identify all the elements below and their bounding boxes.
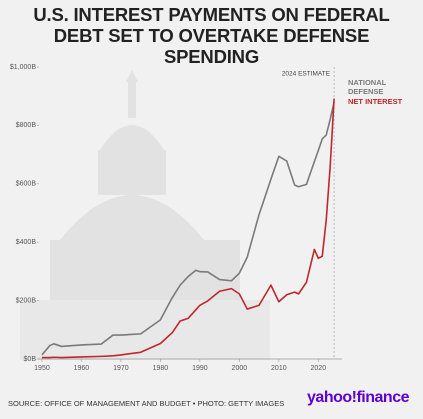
- x-tick-label: 1960: [74, 365, 90, 372]
- background-dome: [20, 70, 270, 360]
- y-tick-label: $400B: [16, 239, 37, 246]
- x-tick-label: 2000: [232, 365, 248, 372]
- legend-label: NATIONAL DEFENSE: [348, 78, 387, 96]
- line-series: [41, 101, 335, 356]
- line-series: [41, 98, 335, 359]
- logo: yahoo!finance: [307, 389, 409, 406]
- x-tick-label: 1980: [153, 365, 169, 372]
- y-tick-label: $0B: [24, 356, 37, 363]
- x-tick-label: 1970: [113, 365, 129, 372]
- y-tick-label: $1,000B: [10, 64, 36, 71]
- source: SOURCE: OFFICE OF MANAGEMENT AND BUDGET …: [8, 399, 285, 408]
- y-tick-label: $600B: [16, 181, 37, 188]
- y-tick-label: $800B: [16, 122, 37, 129]
- y-tick-label: $200B: [16, 297, 37, 304]
- annotation: 2024 ESTIMATE: [282, 71, 331, 78]
- legend-label: NET INTEREST: [348, 97, 403, 106]
- x-tick-label: 1950: [34, 365, 50, 372]
- chart-title: U.S. INTEREST PAYMENTS ON FEDERAL DEBT S…: [33, 4, 390, 67]
- x-tick-label: 2010: [271, 365, 287, 372]
- x-tick-label: 1990: [192, 365, 208, 372]
- x-tick-label: 2020: [311, 365, 327, 372]
